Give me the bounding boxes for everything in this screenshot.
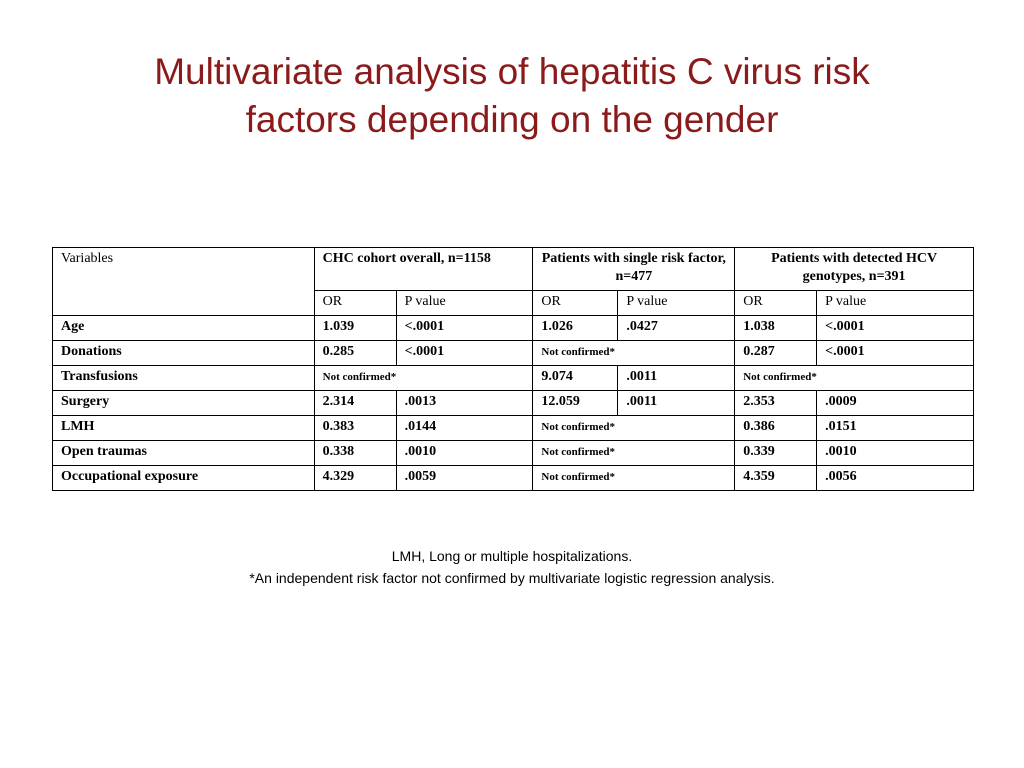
p-value-cell: <.0001 (395, 315, 534, 341)
or-value-cell: 0.285 (313, 340, 397, 366)
p-value-cell: .0009 (816, 390, 974, 416)
or-value-cell: 9.074 (532, 365, 619, 391)
or-value-cell: 2.353 (734, 390, 818, 416)
p-value-header: P value (816, 290, 974, 316)
or-value-cell: 1.026 (532, 315, 619, 341)
table-row: Occupational exposure 4.329.0059 Not confi… (52, 465, 974, 491)
or-value-cell: 4.359 (734, 465, 818, 491)
not-confirmed-cell: Not confirmed* (734, 365, 974, 391)
not-confirmed-cell: Not confirmed* (313, 365, 534, 391)
not-confirmed-cell: Not confirmed* (532, 340, 736, 366)
p-value-cell: .0010 (395, 440, 534, 466)
p-value-header: P value (617, 290, 736, 316)
table-row: Donations 0.285 <.0001 Not confirmed* 0.287 <… (52, 340, 974, 366)
table-subheader-row: OR P value OR P value OR P value (53, 290, 974, 316)
footnotes: LMH, Long or multiple hospitalizations. … (0, 545, 1024, 589)
or-value-cell: 0.339 (734, 440, 818, 466)
p-value-cell: .0056 (816, 465, 974, 491)
or-value-cell: 0.383 (313, 415, 397, 441)
table-row: Surgery 2.314.0013 12.059.0011 2.353.0009 (52, 390, 974, 416)
group-header-overall: CHC cohort overall, n=1158 (313, 247, 534, 291)
variables-header: Variables (52, 247, 315, 316)
p-value-cell: .0013 (395, 390, 534, 416)
table-row: Open traumas 0.338.0010 Not confirmed* 0.33… (52, 440, 974, 466)
title-line-1: Multivariate analysis of hepatitis C vir… (154, 51, 870, 92)
p-value-cell: .0144 (395, 415, 534, 441)
row-label: Transfusions (52, 365, 315, 391)
slide-title: Multivariate analysis of hepatitis C vir… (0, 48, 1024, 144)
p-value-cell: <.0001 (395, 340, 534, 366)
p-value-cell: <.0001 (816, 315, 974, 341)
or-value-cell: 1.038 (734, 315, 818, 341)
p-value-cell: .0010 (816, 440, 974, 466)
not-confirmed-cell: Not confirmed* (532, 415, 736, 441)
or-value-cell: 0.386 (734, 415, 818, 441)
p-value-header: P value (395, 290, 534, 316)
group-header-genotypes: Patients with detected HCV genotypes, n=… (734, 247, 974, 291)
p-value-cell: .0151 (816, 415, 974, 441)
row-label: Age (52, 315, 315, 341)
or-header: OR (734, 290, 818, 316)
or-header: OR (313, 290, 397, 316)
or-header: OR (532, 290, 619, 316)
row-label: Surgery (52, 390, 315, 416)
row-label: Open traumas (52, 440, 315, 466)
group-header-single-risk: Patients with single risk factor, n=477 (532, 247, 736, 291)
or-value-cell: 2.314 (313, 390, 397, 416)
footnote-asterisk: *An independent risk factor not confirme… (249, 570, 775, 586)
footnote-abbreviation: LMH, Long or multiple hospitalizations. (391, 548, 633, 564)
table-row: Transfusions Not confirmed* 9.074.0011 Not … (52, 365, 974, 391)
table-row: LMH 0.383.0144 Not confirmed* 0.386.0151 (52, 415, 974, 441)
not-confirmed-cell: Not confirmed* (532, 440, 736, 466)
table-header-row: Variables CHC cohort overall, n=1158 Pat… (52, 247, 974, 316)
row-label: Occupational exposure (52, 465, 315, 491)
p-value-cell: .0011 (617, 390, 736, 416)
or-value-cell: 0.287 (734, 340, 818, 366)
table-row: Age 1.039 <.0001 1.026.0427 1.038 <.0001 (52, 315, 974, 341)
p-value-cell: .0059 (395, 465, 534, 491)
row-label: Donations (52, 340, 315, 366)
risk-factor-table: Variables CHC cohort overall, n=1158 Pat… (52, 247, 974, 491)
or-value-cell: 1.039 (313, 315, 397, 341)
p-value-cell: <.0001 (816, 340, 974, 366)
not-confirmed-cell: Not confirmed* (532, 465, 736, 491)
or-value-cell: 12.059 (532, 390, 619, 416)
row-label: LMH (52, 415, 315, 441)
or-value-cell: 4.329 (313, 465, 397, 491)
p-value-cell: .0427 (617, 315, 736, 341)
or-value-cell: 0.338 (313, 440, 397, 466)
p-value-cell: .0011 (617, 365, 736, 391)
title-line-2: factors depending on the gender (245, 99, 779, 140)
